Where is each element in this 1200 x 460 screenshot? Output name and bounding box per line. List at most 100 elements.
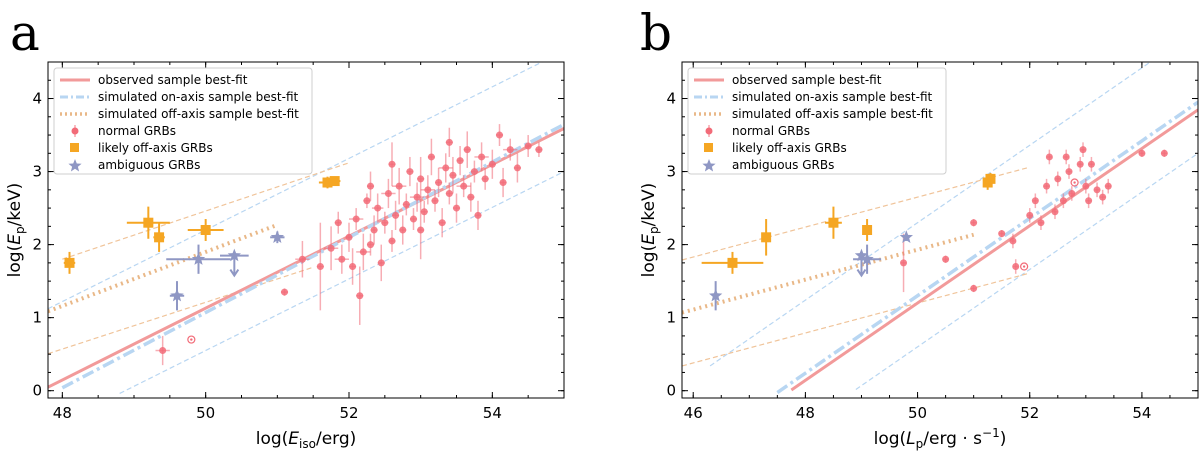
normal-grb-point (349, 248, 357, 285)
normal-grb-point (280, 288, 289, 296)
normal-grb-point (452, 193, 461, 223)
likely-offaxis-grb-point (126, 206, 170, 239)
x-tick-label: 46 (684, 404, 703, 422)
normal-grb-point (356, 266, 364, 325)
normal-grb-point (1099, 189, 1107, 205)
normal-grb-point (409, 208, 418, 230)
legend-observed-label: observed sample best-fit (98, 73, 248, 87)
ambiguous-grb-point (899, 230, 913, 243)
normal-grb-point (392, 200, 400, 230)
panel-label-a: a (10, 4, 40, 62)
normal-grb-point (942, 255, 950, 263)
x-tick-label: 50 (908, 404, 927, 422)
legend-onaxis-label: simulated on-axis sample best-fit (732, 90, 933, 104)
ticks-a: 48 50 52 54 0 1 2 3 4 (32, 61, 565, 422)
ambiguous-grb-point (853, 244, 882, 274)
normal-grb-point (1054, 171, 1062, 187)
normal-grb-point (1043, 178, 1051, 194)
offaxis-best-fit-line (682, 232, 975, 315)
normal-grb-point (463, 131, 471, 168)
legend-ambiguous-marker (702, 159, 716, 172)
normal-grb-point (323, 226, 339, 271)
normal-grb-point (524, 135, 532, 157)
normal-grb-point (377, 244, 385, 282)
normal-grb-point (1079, 142, 1087, 157)
normal-grb-point (1104, 178, 1112, 194)
normal-grb-point (1085, 193, 1093, 209)
x-tick-label: 54 (483, 404, 502, 422)
x-tick-label: 50 (196, 404, 215, 422)
legend-offaxis-label: simulated off-axis sample best-fit (732, 107, 933, 121)
panel-b: b 46 48 50 52 54 0 1 2 3 4 log(Lp/erg · s−1) log(… (639, 4, 1199, 451)
legend-normal-label: normal GRBs (732, 124, 810, 138)
normal-grb-point (388, 142, 396, 187)
ticks-b: 46 48 50 52 54 0 1 2 3 4 (666, 61, 1199, 422)
normal-grb-point (427, 138, 435, 176)
plot-area-a (48, 62, 564, 395)
normal-grb-point (495, 124, 504, 146)
normal-grb-point (316, 222, 324, 311)
normal-grb-point (417, 156, 425, 201)
normal-grb-point (456, 146, 464, 176)
legend-ambiguous-label: ambiguous GRBs (98, 158, 200, 172)
legend-normal-marker (705, 125, 713, 137)
normal-grb-point (1076, 156, 1084, 172)
onaxis-scatter-band-upper-line (709, 62, 1152, 367)
ambiguous-grb-point (166, 244, 231, 274)
x-tick-label: 52 (339, 404, 358, 422)
legend-box (53, 67, 313, 175)
likely-offaxis-grb-point (153, 222, 165, 252)
normal-grb-point (1037, 215, 1045, 230)
normal-grb-point (417, 200, 425, 260)
normal-grb-point (535, 142, 543, 157)
x-tick-label: 54 (1132, 404, 1151, 422)
normal-grb-point (187, 335, 196, 344)
onaxis-scatter-band-lower-line (855, 152, 1198, 390)
normal-grb-point (513, 153, 521, 183)
likely-offaxis-grb-point (761, 219, 772, 256)
legend-likely-label: likely off-axis GRBs (98, 141, 213, 155)
legend-likely-marker (70, 143, 79, 152)
x-tick-label: 48 (53, 404, 72, 422)
normal-grb-point (381, 178, 396, 209)
normal-grb-point (438, 153, 453, 183)
legend-likely-label: likely off-axis GRBs (732, 141, 847, 155)
legend-ambiguous-label: ambiguous GRBs (732, 158, 834, 172)
normal-grb-point (431, 189, 439, 212)
normal-grb-point (1020, 262, 1029, 271)
ambiguous-grb-point (854, 248, 869, 278)
normal-grb-point (334, 211, 342, 234)
normal-grb-point (420, 200, 428, 223)
offaxis-scatter-band-upper-line (62, 162, 350, 260)
legend-likely-marker (704, 143, 713, 152)
normal-grb-point (1138, 149, 1146, 157)
normal-grb-point (445, 127, 453, 157)
normal-grb-point (1087, 156, 1095, 172)
likely-offaxis-grb-point (701, 251, 764, 274)
normal-grb-point (371, 193, 384, 223)
normal-grb-point (488, 149, 496, 179)
legend-onaxis-label: simulated on-axis sample best-fit (98, 90, 299, 104)
legend-observed-label: observed sample best-fit (732, 73, 882, 87)
normal-grb-point (366, 233, 375, 256)
normal-grb-point (1012, 259, 1020, 274)
onaxis-best-fit-line (61, 122, 564, 390)
onaxis-scatter-band-lower-line (119, 171, 564, 395)
normal-grb-point (1031, 193, 1039, 209)
axes-frame-b (681, 61, 1199, 399)
y-tick-label: 3 (666, 163, 676, 181)
y-tick-label: 2 (666, 236, 676, 254)
y-tick-label: 3 (32, 163, 42, 181)
likely-offaxis-grb-point (63, 251, 76, 274)
y-axis-title-b: log(Ep/keV) (639, 183, 661, 278)
normal-grb-point (1082, 178, 1090, 194)
x-axis-title-b: log(Lp/erg · s−1) (874, 426, 1007, 451)
likely-offaxis-grb-point (187, 219, 224, 241)
y-tick-label: 4 (666, 90, 676, 108)
ambiguous-grb-point (709, 281, 723, 311)
normal-grb-point (402, 193, 410, 216)
normal-grb-point (1093, 182, 1101, 198)
normal-grb-point (370, 215, 378, 245)
normal-grb-point (474, 142, 489, 172)
